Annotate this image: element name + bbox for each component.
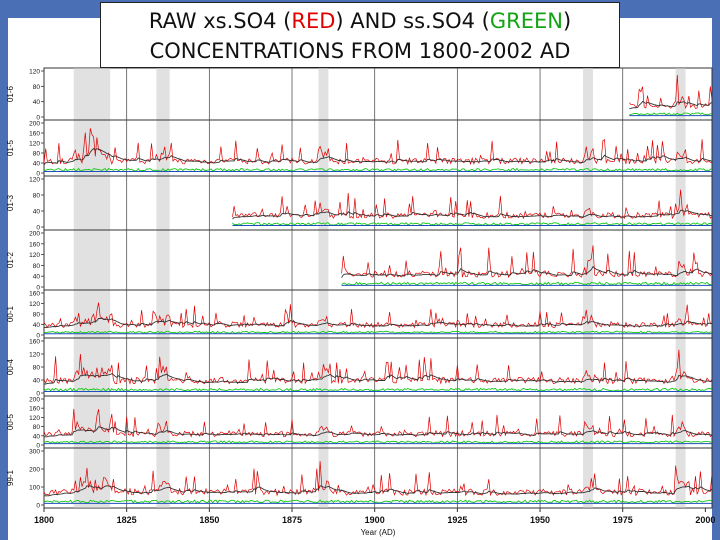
title-red-word: RED <box>291 9 336 33</box>
y-tick-label: 120 <box>29 252 40 259</box>
x-tick-label: 1875 <box>282 515 302 525</box>
y-tick-label: 40 <box>33 378 41 385</box>
series-ss-00-4 <box>43 387 713 392</box>
x-tick-label: 1975 <box>613 515 633 525</box>
series-ss-01-5 <box>43 167 713 172</box>
y-tick-label: 40 <box>33 161 41 168</box>
series-smooth-01-3 <box>232 209 713 220</box>
chart-title-line-2: CONCENTRATIONS FROM 1800-2002 AD <box>149 39 571 63</box>
series-smooth-00-5 <box>43 426 713 438</box>
x-tick-label: 1825 <box>117 515 137 525</box>
shaded-period-0 <box>73 68 111 508</box>
series-ss-01-6 <box>629 112 712 116</box>
shaded-period-2 <box>318 68 329 508</box>
y-tick-label: 200 <box>29 231 40 238</box>
title-green-word: GREEN <box>489 9 563 33</box>
series-xs-00-1 <box>43 302 713 329</box>
y-tick-label: 0 <box>36 333 40 340</box>
panel-label-01-3: 01-3 <box>6 194 15 211</box>
y-tick-label: 0 <box>36 171 40 178</box>
series-ss-01-2 <box>341 281 713 286</box>
x-tick-label: 2000 <box>695 515 715 525</box>
title-mid: ) AND ss.SO4 ( <box>335 9 490 33</box>
x-axis-label: Year (AD) <box>361 528 396 537</box>
series-smooth-00-1 <box>43 318 713 328</box>
y-tick-label: 160 <box>29 339 40 346</box>
y-tick-label: 120 <box>29 415 40 422</box>
y-tick-label: 0 <box>36 443 40 450</box>
series-ss-99-1 <box>43 499 713 504</box>
series-ss-00-5 <box>43 440 713 444</box>
y-tick-label: 120 <box>29 352 40 359</box>
series-xs-01-2 <box>341 245 713 279</box>
series-ss-01-3 <box>232 222 713 226</box>
panel-label-00-4: 00-4 <box>6 358 15 375</box>
y-tick-label: 160 <box>29 241 40 248</box>
panel-label-00-5: 00-5 <box>6 413 15 430</box>
shaded-period-4 <box>675 68 686 508</box>
series-ss-00-1 <box>43 330 713 334</box>
y-tick-label: 200 <box>29 121 40 128</box>
x-tick-label: 1800 <box>34 515 54 525</box>
y-tick-label: 80 <box>33 151 41 158</box>
y-tick-label: 300 <box>29 449 40 456</box>
series-smooth-01-6 <box>629 100 713 110</box>
series-smooth-01-2 <box>341 265 713 278</box>
series-smooth-00-4 <box>43 373 713 385</box>
slide-frame-right <box>712 0 720 540</box>
y-tick-label: 100 <box>29 485 40 492</box>
y-tick-label: 160 <box>29 291 40 298</box>
series-xs-99-1 <box>43 461 713 497</box>
x-tick-label: 1900 <box>365 515 385 525</box>
y-tick-label: 80 <box>33 193 41 200</box>
y-tick-label: 40 <box>33 433 41 440</box>
y-tick-label: 200 <box>29 397 40 404</box>
x-tick-label: 1925 <box>447 515 467 525</box>
y-tick-label: 80 <box>33 312 41 319</box>
slide-frame-left <box>0 0 8 540</box>
panel-label-00-1: 00-1 <box>6 305 15 322</box>
y-tick-label: 120 <box>29 301 40 308</box>
x-tick-label: 1850 <box>199 515 219 525</box>
y-tick-label: 80 <box>33 263 41 270</box>
series-xs-01-6 <box>629 74 713 110</box>
chart-title: RAW xs.SO4 (RED) AND ss.SO4 (GREEN) CONC… <box>100 2 620 68</box>
y-tick-label: 160 <box>29 406 40 413</box>
y-tick-label: 160 <box>29 131 40 138</box>
panel-label-01-6: 01-6 <box>6 85 15 102</box>
y-tick-label: 0 <box>36 503 40 510</box>
panel-label-99-1: 99-1 <box>6 469 15 486</box>
panel-label-01-2: 01-2 <box>6 251 15 268</box>
y-tick-label: 120 <box>29 69 40 76</box>
y-tick-label: 40 <box>33 99 41 106</box>
y-tick-label: 0 <box>36 391 40 398</box>
y-tick-label: 200 <box>29 467 40 474</box>
chart-title-line-1: RAW xs.SO4 (RED) AND ss.SO4 (GREEN) <box>101 6 619 36</box>
y-tick-label: 40 <box>33 322 41 329</box>
title-prefix: RAW xs.SO4 ( <box>148 9 292 33</box>
y-tick-label: 40 <box>33 274 41 281</box>
y-tick-label: 0 <box>36 225 40 232</box>
x-tick-label: 1950 <box>530 515 550 525</box>
y-tick-label: 120 <box>29 177 40 184</box>
y-tick-label: 80 <box>33 365 41 372</box>
y-tick-label: 0 <box>36 115 40 122</box>
y-tick-label: 120 <box>29 141 40 148</box>
y-tick-label: 40 <box>33 209 41 216</box>
y-tick-label: 80 <box>33 424 41 431</box>
y-tick-label: 0 <box>36 285 40 292</box>
series-smooth-99-1 <box>44 485 713 497</box>
title-suffix: ) <box>562 9 572 33</box>
y-tick-label: 80 <box>33 84 41 91</box>
panel-label-01-5: 01-5 <box>6 139 15 156</box>
shaded-period-3 <box>583 68 593 508</box>
shaded-period-1 <box>156 68 170 508</box>
series-smooth-01-5 <box>43 148 713 166</box>
